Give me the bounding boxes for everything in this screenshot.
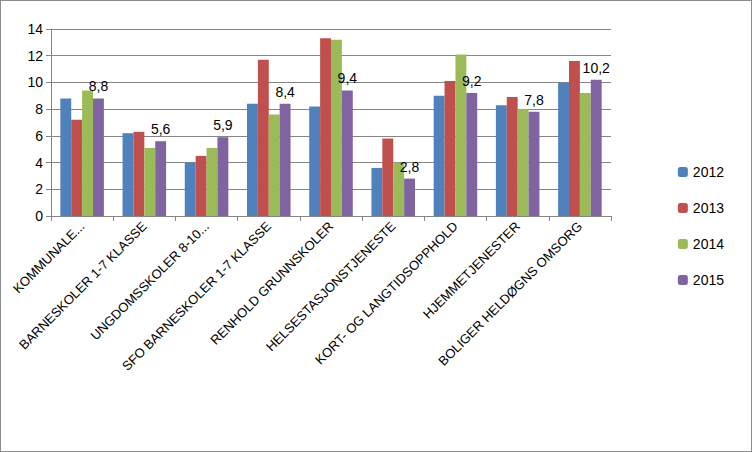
svg-text:7,8: 7,8 bbox=[524, 92, 544, 108]
svg-text:2,8: 2,8 bbox=[400, 159, 420, 175]
svg-text:8,4: 8,4 bbox=[275, 84, 295, 100]
svg-text:2014: 2014 bbox=[693, 236, 724, 252]
svg-text:2: 2 bbox=[35, 181, 43, 197]
svg-text:10,2: 10,2 bbox=[583, 60, 610, 76]
svg-text:2013: 2013 bbox=[693, 200, 724, 216]
svg-text:4: 4 bbox=[35, 155, 43, 171]
svg-text:RENHOLD GRUNNSKOLER: RENHOLD GRUNNSKOLER bbox=[207, 219, 336, 348]
svg-text:KORT- OG LANGTIDSOPPHOLD: KORT- OG LANGTIDSOPPHOLD bbox=[312, 218, 461, 368]
svg-text:5,9: 5,9 bbox=[213, 117, 233, 133]
svg-text:9,4: 9,4 bbox=[338, 70, 358, 86]
svg-text:BOLIGER HELDØGNS OMSORG: BOLIGER HELDØGNS OMSORG bbox=[435, 219, 585, 369]
svg-text:KOMMUNALE...: KOMMUNALE... bbox=[10, 218, 88, 297]
svg-text:BARNESKOLER 1-7 KLASSE: BARNESKOLER 1-7 KLASSE bbox=[16, 218, 150, 352]
svg-text:HELSESTASJONSTJENESTE: HELSESTASJONSTJENESTE bbox=[263, 218, 399, 354]
svg-text:9,2: 9,2 bbox=[462, 73, 482, 89]
svg-text:SFO BARNESKOLER 1-7 KLASSE: SFO BARNESKOLER 1-7 KLASSE bbox=[119, 218, 275, 374]
svg-text:2012: 2012 bbox=[693, 164, 724, 180]
svg-text:0: 0 bbox=[35, 208, 43, 224]
svg-text:12: 12 bbox=[27, 48, 43, 64]
svg-text:8,8: 8,8 bbox=[89, 78, 109, 94]
svg-text:HJEMMETJENESTER: HJEMMETJENESTER bbox=[420, 218, 523, 322]
svg-text:5,6: 5,6 bbox=[151, 121, 171, 137]
svg-text:6: 6 bbox=[35, 128, 43, 144]
svg-text:8: 8 bbox=[35, 101, 43, 117]
svg-text:10: 10 bbox=[27, 74, 43, 90]
svg-text:14: 14 bbox=[27, 21, 43, 37]
svg-text:UNGDOMSSKOLER 8-10...: UNGDOMSSKOLER 8-10... bbox=[87, 219, 211, 343]
svg-text:2015: 2015 bbox=[693, 272, 724, 288]
